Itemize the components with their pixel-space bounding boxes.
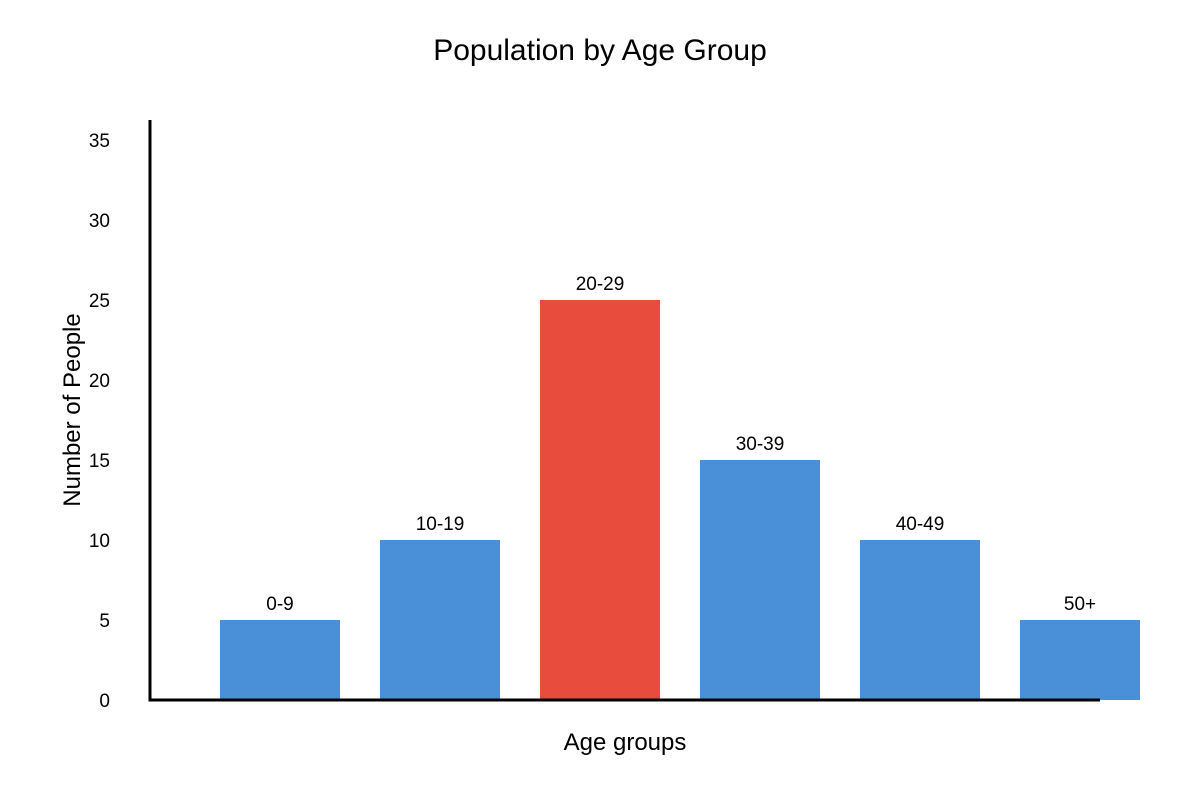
y-tick-label: 15 [89,451,110,472]
bar-data-labels: 0-9 10-19 20-29 30-39 40-49 50+ [266,274,1096,615]
y-axis-ticks: 0 5 10 15 20 25 30 35 [89,131,110,712]
bar-data-label: 50+ [1064,594,1096,615]
bar-data-label: 10-19 [416,514,465,535]
bar-20-29 [540,300,660,700]
y-tick-label: 20 [89,371,110,392]
y-tick-label: 10 [89,531,110,552]
bar-10-19 [380,540,500,700]
chart-title: Population by Age Group [433,34,767,67]
bar-30-39 [700,460,820,700]
bar-40-49 [860,540,980,700]
bar-data-label: 0-9 [266,594,293,615]
y-tick-label: 25 [89,291,110,312]
y-tick-label: 35 [89,131,110,152]
y-tick-label: 5 [99,611,110,632]
bar-50+ [1020,620,1140,700]
bars [220,300,1140,700]
bar-data-label: 30-39 [736,434,785,455]
bar-data-label: 20-29 [576,274,625,295]
y-tick-label: 0 [99,691,110,712]
y-tick-label: 30 [89,211,110,232]
x-axis-label: Age groups [564,729,687,756]
bar-0-9 [220,620,340,700]
y-axis-label: Number of People [59,313,86,506]
bar-data-label: 40-49 [896,514,945,535]
